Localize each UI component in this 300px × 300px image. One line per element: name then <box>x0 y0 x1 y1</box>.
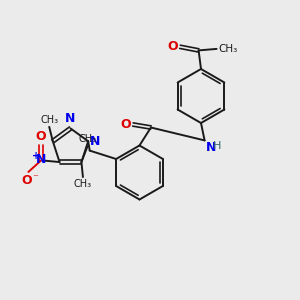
Text: CH₃: CH₃ <box>40 115 58 125</box>
Text: O: O <box>22 174 32 187</box>
Text: CH₃: CH₃ <box>78 134 97 144</box>
Text: CH₃: CH₃ <box>74 178 92 188</box>
Text: CH₃: CH₃ <box>218 44 237 54</box>
Text: N: N <box>36 153 46 166</box>
Text: O: O <box>36 130 46 142</box>
Text: O: O <box>120 118 130 131</box>
Text: N: N <box>206 141 216 154</box>
Text: O: O <box>167 40 178 53</box>
Text: N: N <box>65 112 76 125</box>
Text: ⁻: ⁻ <box>32 173 38 183</box>
Text: +: + <box>32 151 40 161</box>
Text: N: N <box>90 135 100 148</box>
Text: H: H <box>213 141 221 151</box>
